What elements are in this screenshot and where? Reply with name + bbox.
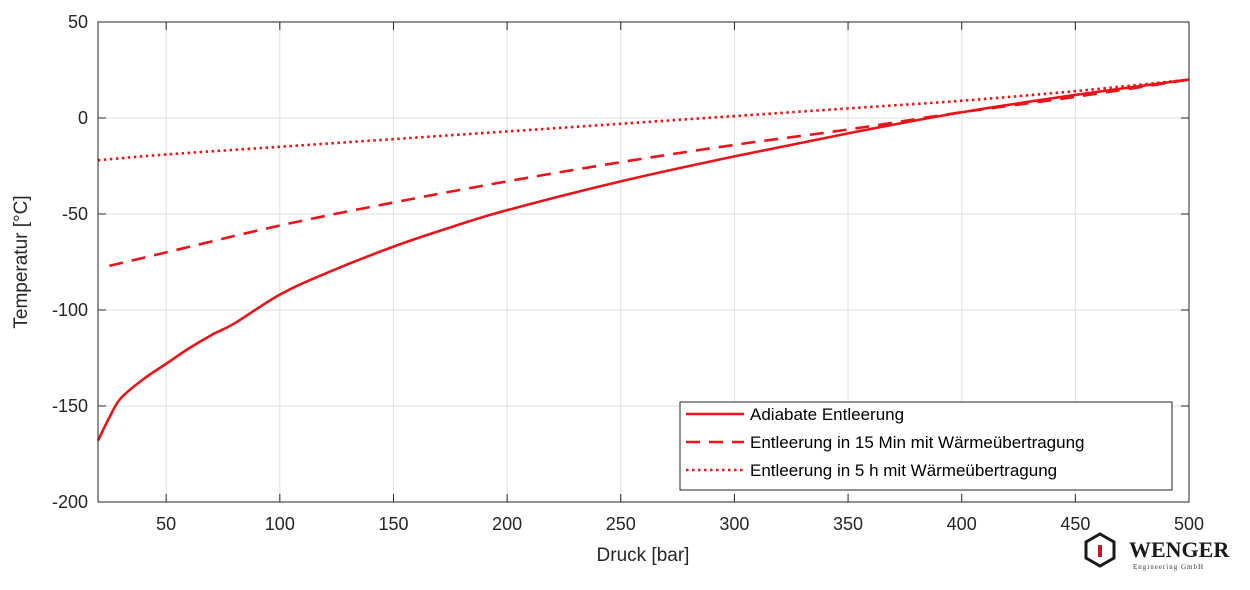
x-tick-label: 300: [719, 514, 749, 534]
x-tick-label: 150: [378, 514, 408, 534]
series-lines: [96, 78, 1190, 442]
legend-label-1: Adiabate Entleerung: [750, 405, 904, 424]
y-tick-label: -100: [52, 300, 88, 320]
y-tick-label: -50: [62, 204, 88, 224]
wenger-logo: WENGER Engineering GmbH: [1084, 532, 1230, 571]
legend-label-3: Entleerung in 5 h mit Wärmeübertragung: [750, 461, 1057, 480]
x-tick-labels: 50 100 150 200 250 300 350 400 450 500: [156, 514, 1204, 534]
plot-border: [97, 21, 1190, 503]
x-tick-label: 500: [1174, 514, 1204, 534]
x-tick-label: 200: [492, 514, 522, 534]
series-line-2: [109, 78, 1190, 268]
x-tick-label: 250: [606, 514, 636, 534]
hexagon-logo-icon: [1084, 532, 1116, 568]
y-tick-label: 50: [68, 12, 88, 32]
y-tick-label: -200: [52, 492, 88, 512]
series-line-3: [97, 78, 1190, 162]
x-tick-label: 50: [156, 514, 176, 534]
y-axis-label: Temperatur [°C]: [11, 195, 32, 328]
legend-box: [679, 401, 1173, 491]
x-tick-label: 350: [833, 514, 863, 534]
x-tick-label: 100: [265, 514, 295, 534]
x-tick-label: 450: [1060, 514, 1090, 534]
y-tick-label: 0: [78, 108, 88, 128]
x-tick-label: 400: [947, 514, 977, 534]
legend: Adiabate Entleerung Entleerung in 15 Min …: [679, 401, 1173, 491]
x-axis-label: Druck [bar]: [597, 545, 690, 566]
legend-label-2: Entleerung in 15 Min mit Wärmeübertragun…: [750, 433, 1085, 452]
y-tick-labels: -200 -150 -100 -50 0 50: [52, 12, 88, 512]
logo-accent-bar: [1098, 545, 1102, 557]
y-tick-label: -150: [52, 396, 88, 416]
series-line-1: [96, 78, 1190, 442]
logo-name: WENGER: [1129, 537, 1230, 562]
logo-subtitle: Engineering GmbH: [1133, 563, 1204, 571]
